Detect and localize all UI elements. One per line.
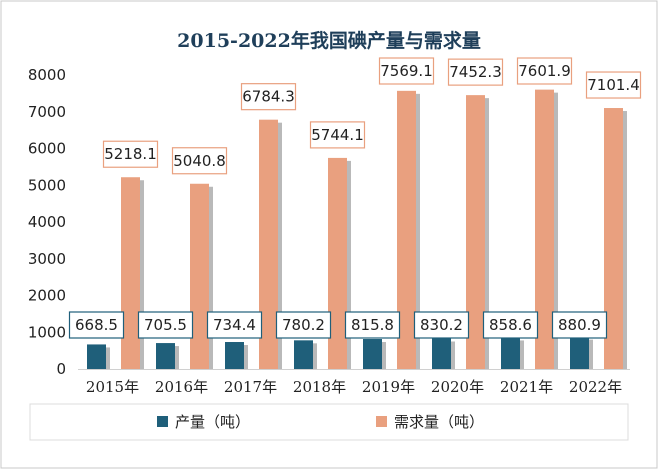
x-tick-label: 2017年 (224, 378, 277, 396)
data-label-box (68, 311, 125, 339)
x-tick-label: 2019年 (362, 378, 415, 396)
bar-shadow (520, 340, 524, 369)
y-tick-label: 7000 (28, 103, 66, 121)
data-label-box (275, 311, 332, 339)
bar-series-0 (294, 340, 313, 369)
data-label-layer: 668.5 705.5 734.4 780.2 815.8 830.2 858.6 880.9… (68, 57, 642, 339)
x-tick-label: 2020年 (431, 378, 484, 396)
bar-shadow (313, 343, 317, 369)
bar-shadow (140, 180, 144, 369)
data-label-box (378, 57, 435, 85)
y-tick-label: 5000 (28, 176, 66, 194)
y-tick-label: 6000 (28, 140, 66, 158)
legend: 产量（吨） 需求量（吨） (29, 403, 629, 441)
data-label: 858.6 (489, 316, 532, 334)
bar-series-1 (121, 177, 140, 369)
x-tick-label: 2016年 (155, 378, 208, 396)
bar-series-1 (466, 95, 485, 369)
data-label: 6784.3 (242, 88, 295, 106)
bar-shadow (589, 339, 593, 369)
y-tick-label: 2000 (28, 287, 66, 305)
data-label: 7452.3 (449, 63, 502, 81)
data-label-box (482, 311, 539, 339)
y-tick-label: 1000 (28, 323, 66, 341)
data-label-box (206, 311, 263, 339)
data-label-box (102, 140, 159, 168)
bar-series-0 (570, 336, 589, 369)
data-label: 734.4 (213, 316, 256, 334)
bar-layer (87, 89, 627, 369)
x-tick-label: 2022年 (569, 378, 622, 396)
x-tick-label: 2021年 (500, 378, 553, 396)
bar-series-1 (535, 89, 554, 369)
bar-shadow (175, 346, 179, 369)
x-tick-label: 2015年 (86, 378, 139, 396)
legend-swatch (376, 416, 387, 427)
data-label: 5218.1 (104, 145, 157, 163)
data-label-box (309, 121, 366, 149)
bar-shadow (209, 186, 213, 369)
bar-shadow (347, 160, 351, 369)
data-label: 668.5 (75, 316, 118, 334)
y-axis: 0 1000 2000 3000 4000 5000 6000 7000 8000 (28, 66, 66, 378)
data-label-box (171, 147, 228, 175)
bar-series-1 (397, 90, 416, 369)
data-label-box (137, 311, 194, 339)
data-label: 705.5 (144, 316, 187, 334)
data-label: 880.9 (558, 316, 601, 334)
data-label-box (551, 311, 608, 339)
x-axis: 2015年 2016年 2017年 2018年 2019年 2020年 2021年 2022年 (78, 369, 630, 396)
bar-shadow (382, 342, 386, 369)
bar-series-1 (190, 183, 209, 369)
bar-series-0 (87, 344, 106, 369)
data-label-box (516, 57, 573, 85)
legend-label: 需求量（吨） (394, 413, 484, 431)
y-tick-label: 3000 (28, 250, 66, 268)
data-label: 7101.4 (587, 76, 640, 94)
bar-series-0 (363, 339, 382, 369)
x-tick-label: 2018年 (293, 378, 346, 396)
bar-shadow (106, 347, 110, 369)
bar-series-1 (328, 157, 347, 369)
bar-shadow (244, 345, 248, 369)
bar-shadow (554, 92, 558, 369)
data-label: 5040.8 (173, 152, 226, 170)
data-label-box (344, 311, 401, 339)
bar-shadow (623, 111, 627, 369)
legend-label: 产量（吨） (175, 413, 250, 431)
data-label-box (585, 71, 642, 99)
data-label: 7601.9 (518, 62, 571, 80)
bar-shadow (416, 93, 420, 369)
data-label: 780.2 (282, 316, 325, 334)
chart-title: 2015-2022年我国碘产量与需求量 (177, 29, 481, 52)
y-tick-label: 0 (56, 360, 66, 378)
data-label-box (447, 58, 504, 86)
data-label-box (240, 83, 297, 111)
bar-series-0 (225, 342, 244, 369)
y-tick-label: 8000 (28, 66, 66, 84)
legend-swatch (157, 416, 168, 427)
bar-series-0 (432, 338, 451, 369)
bar-shadow (278, 122, 282, 369)
data-label: 7569.1 (380, 62, 433, 80)
bar-series-0 (156, 343, 175, 369)
data-label: 5744.1 (311, 126, 364, 144)
data-label: 815.8 (351, 316, 394, 334)
y-tick-label: 4000 (28, 213, 66, 231)
bar-series-0 (501, 337, 520, 369)
legend-box (29, 403, 629, 441)
data-label: 830.2 (420, 316, 463, 334)
bar-shadow (451, 341, 455, 369)
data-label-box (413, 311, 470, 339)
bar-shadow (485, 98, 489, 369)
bar-series-1 (259, 119, 278, 369)
bar-series-1 (604, 108, 623, 369)
